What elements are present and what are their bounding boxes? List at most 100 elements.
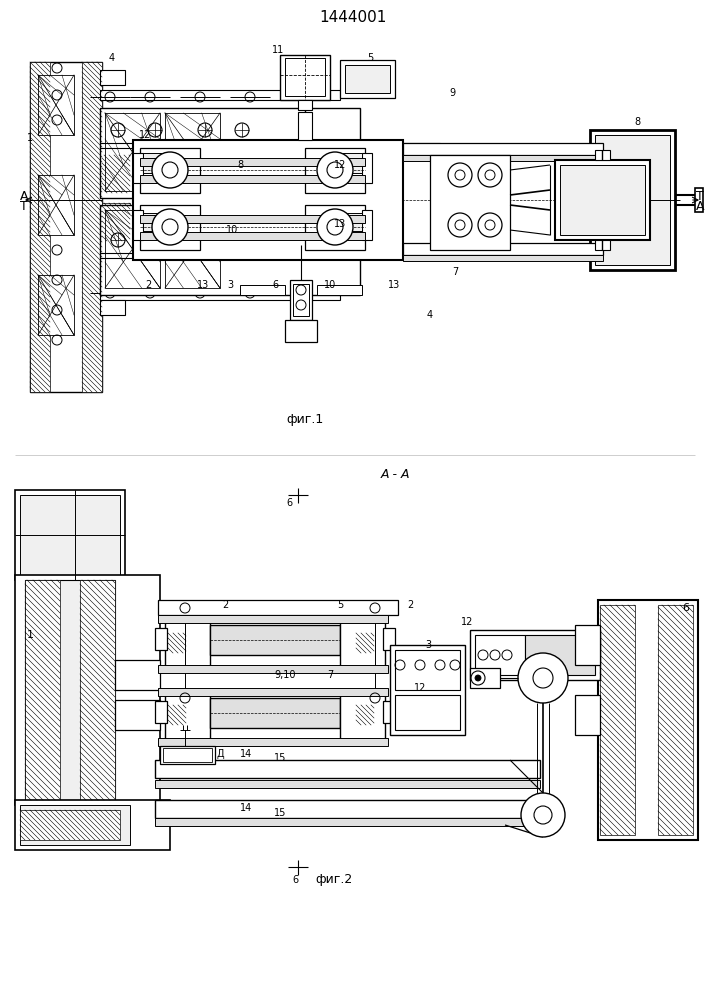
Bar (133, 153, 143, 183)
Bar (590, 130, 675, 270)
Bar (158, 665, 388, 673)
Bar (100, 205, 360, 295)
Text: 7: 7 (327, 670, 333, 680)
Bar (305, 148, 365, 193)
Bar (160, 746, 215, 764)
Text: 2: 2 (222, 600, 228, 610)
Text: Д: Д (216, 749, 224, 759)
Text: 6: 6 (272, 280, 278, 290)
Bar (30, 62, 50, 392)
Text: 3: 3 (425, 640, 431, 650)
Bar (165, 690, 210, 745)
Bar (140, 148, 200, 193)
Bar (395, 695, 460, 730)
Bar (20, 805, 130, 845)
Bar (575, 695, 600, 735)
Text: 14: 14 (240, 803, 252, 813)
Circle shape (455, 220, 465, 230)
Circle shape (478, 163, 502, 187)
Text: 15: 15 (274, 808, 286, 818)
Bar (285, 320, 317, 342)
Circle shape (162, 219, 178, 235)
Bar (475, 635, 525, 675)
Text: 2: 2 (145, 280, 151, 290)
Bar (383, 628, 395, 650)
Bar (25, 580, 60, 800)
Text: 8: 8 (237, 160, 243, 170)
Circle shape (317, 152, 353, 188)
Bar (38, 175, 74, 235)
Text: 13: 13 (334, 219, 346, 229)
Bar (403, 243, 603, 255)
Text: 5: 5 (367, 53, 373, 63)
Text: 6: 6 (292, 875, 298, 885)
Bar (133, 140, 403, 260)
Bar (15, 490, 125, 580)
Bar (155, 760, 540, 778)
Bar (695, 188, 703, 212)
Text: Т: Т (20, 200, 28, 214)
Bar (280, 55, 330, 100)
Bar (430, 155, 510, 250)
Circle shape (475, 675, 481, 681)
Bar (100, 300, 125, 315)
Text: 7: 7 (452, 267, 458, 277)
Bar (155, 628, 167, 650)
Bar (102, 203, 130, 241)
Text: 10: 10 (324, 280, 336, 290)
Bar (305, 205, 365, 250)
Text: 5: 5 (337, 600, 343, 610)
Bar (20, 810, 120, 840)
Text: 13: 13 (388, 280, 400, 290)
Bar (356, 633, 374, 653)
Bar (356, 705, 374, 725)
Text: 14: 14 (240, 749, 252, 759)
Text: 6: 6 (682, 603, 689, 613)
Circle shape (327, 219, 343, 235)
Bar (470, 630, 600, 680)
Bar (595, 150, 610, 160)
Bar (403, 143, 603, 155)
Bar (140, 175, 365, 183)
Bar (317, 285, 362, 295)
Circle shape (455, 170, 465, 180)
Text: Т: Т (696, 190, 704, 204)
Bar (133, 210, 143, 240)
Text: 4: 4 (427, 310, 433, 320)
Text: 2: 2 (407, 600, 413, 610)
Bar (100, 290, 340, 300)
Text: 12: 12 (414, 683, 426, 693)
Circle shape (533, 668, 553, 688)
Bar (82, 62, 102, 392)
Text: 12: 12 (139, 130, 151, 140)
Text: 10: 10 (226, 225, 238, 235)
Bar (293, 284, 309, 316)
Bar (525, 635, 595, 675)
Bar (100, 90, 340, 100)
Text: 12: 12 (461, 617, 473, 627)
Bar (143, 213, 168, 231)
Circle shape (521, 793, 565, 837)
Bar (595, 240, 610, 250)
Circle shape (448, 163, 472, 187)
Text: фиг.2: фиг.2 (315, 874, 352, 886)
Bar (140, 158, 365, 166)
Text: фиг.1: фиг.1 (286, 414, 324, 426)
Text: 13: 13 (197, 280, 209, 290)
Bar (158, 600, 398, 615)
Bar (15, 575, 160, 805)
Bar (337, 213, 362, 231)
Bar (80, 580, 115, 800)
Bar (115, 660, 160, 690)
Bar (298, 112, 312, 140)
Bar (575, 625, 600, 665)
Bar (598, 600, 698, 840)
Bar (340, 60, 395, 98)
Bar (165, 615, 210, 670)
Bar (140, 215, 365, 223)
Text: 1444001: 1444001 (320, 10, 387, 25)
Bar (155, 818, 540, 826)
Bar (240, 285, 285, 295)
Bar (165, 113, 220, 191)
Bar (102, 155, 130, 193)
